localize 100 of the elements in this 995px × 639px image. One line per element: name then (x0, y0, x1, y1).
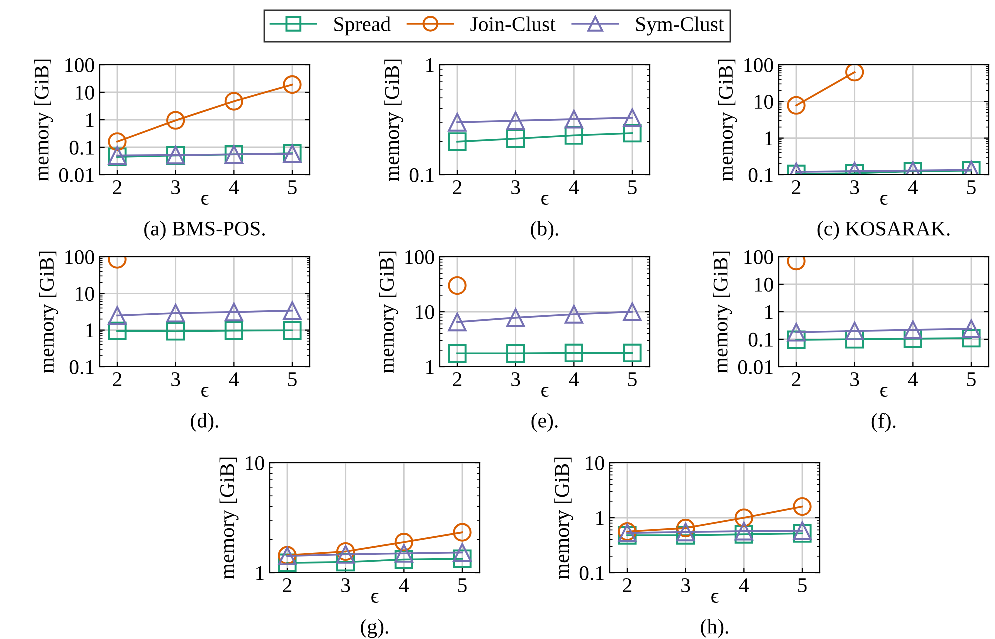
point (336, 542, 356, 562)
x-tick-label: 3 (512, 180, 520, 195)
y-tick-label: 0.01 (738, 360, 773, 375)
y-tick-label: 10 (416, 305, 434, 320)
x-tick-label: 4 (569, 180, 580, 194)
x-tick-label: 5 (628, 372, 637, 387)
point (676, 526, 696, 545)
point (734, 522, 754, 541)
y-tick-label: 10 (586, 456, 604, 470)
x-tick-label: 4 (739, 578, 750, 592)
point (846, 322, 864, 341)
legend-label: Sym-Clust (636, 16, 724, 36)
x-axis-title: ϵ (202, 387, 209, 398)
y-tick-label: 0.1 (410, 168, 434, 183)
x-tick-label: 4 (229, 180, 240, 194)
x-tick-label: 5 (968, 180, 976, 195)
x-tick-label: 2 (792, 372, 801, 386)
point (394, 544, 414, 563)
y-tick-label: 0.1 (70, 140, 94, 156)
point (564, 126, 584, 145)
point (394, 533, 414, 552)
point (108, 322, 127, 340)
x-tick-label: 3 (342, 578, 350, 593)
y-axis-title: memory [GiB] (384, 60, 404, 182)
y-tick-label: 0.1 (70, 360, 94, 375)
point (336, 545, 356, 564)
x-tick-label: 4 (908, 180, 918, 194)
text: (d). (191, 413, 218, 432)
x-tick-label: 5 (458, 578, 467, 593)
text: (a) BMS-POS. (144, 221, 265, 240)
y-tick-label: 0.1 (748, 168, 773, 183)
y-tick-label: 10 (246, 456, 264, 470)
point (108, 132, 127, 152)
x-tick-label: 2 (453, 180, 462, 194)
y-axis-title: memory [GiB] (220, 458, 239, 580)
x-tick-label: 5 (628, 180, 637, 195)
x-tick-label: 5 (968, 372, 976, 387)
y-tick-label: 100 (406, 250, 434, 264)
x-tick-label: 2 (792, 180, 801, 194)
x-axis-title: ϵ (372, 593, 379, 604)
point (108, 306, 127, 326)
y-tick-label: 1 (86, 324, 94, 338)
x-tick-label: 5 (798, 578, 807, 593)
point (623, 124, 642, 143)
point (506, 308, 526, 328)
y-tick-label: 10 (755, 95, 774, 110)
point (453, 543, 472, 562)
y-tick-label: 0.1 (748, 332, 773, 348)
point (564, 305, 584, 324)
point (904, 330, 922, 348)
point (166, 322, 186, 341)
y-tick-label: 100 (66, 250, 94, 264)
point (166, 304, 186, 323)
y-tick-label: 0.1 (580, 566, 604, 581)
text: (g). (361, 619, 388, 638)
y-tick-label: 100 (744, 58, 774, 72)
point (506, 130, 526, 148)
x-tick-label: 3 (682, 578, 690, 593)
x-axis-title: ϵ (712, 593, 719, 604)
point (278, 554, 297, 572)
y-axis-title: memory [GiB] (34, 60, 54, 182)
point (448, 276, 467, 296)
point (448, 312, 467, 332)
x-tick-label: 2 (113, 372, 122, 386)
x-tick-label: 2 (453, 372, 462, 386)
point (623, 302, 642, 322)
point (904, 320, 922, 340)
point (787, 323, 806, 342)
y-tick-label: 100 (66, 58, 94, 72)
y-tick-label: 1 (596, 511, 604, 526)
y-axis-title: memory [GiB] (554, 458, 574, 580)
x-tick-label: 4 (908, 372, 918, 386)
text: (h). (701, 619, 728, 638)
text: (f). (872, 413, 896, 432)
x-tick-label: 4 (569, 372, 580, 386)
point (734, 508, 754, 528)
x-tick-label: 3 (512, 372, 520, 387)
point (453, 550, 472, 568)
point (793, 497, 812, 516)
point (448, 132, 467, 152)
y-tick-label: 1 (766, 132, 773, 146)
point (623, 108, 642, 128)
point (676, 518, 696, 538)
y-axis-title: memory [GiB] (39, 252, 58, 374)
x-tick-label: 2 (283, 578, 292, 592)
text: (e). (532, 413, 558, 432)
x-tick-label: 3 (850, 180, 860, 195)
point (224, 322, 244, 340)
point (453, 523, 472, 542)
x-axis-title: ϵ (880, 387, 888, 398)
y-tick-label: 10 (76, 287, 94, 302)
y-axis-title: memory [GiB] (718, 60, 738, 182)
point (962, 329, 981, 348)
y-tick-label: 1 (426, 360, 434, 374)
x-tick-label: 3 (172, 180, 180, 195)
x-tick-label: 3 (172, 372, 180, 387)
y-tick-label: 1 (426, 58, 434, 72)
y-axis-title: memory [GiB] (379, 252, 398, 374)
point (506, 344, 526, 363)
x-tick-label: 2 (113, 180, 122, 194)
